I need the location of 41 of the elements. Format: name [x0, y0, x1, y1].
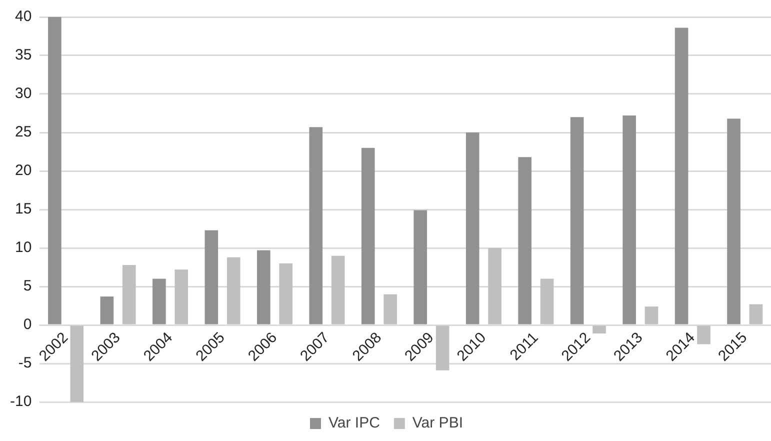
bar	[570, 117, 584, 324]
bar	[540, 278, 554, 324]
y-tick-label: 35	[14, 46, 32, 64]
bar	[644, 306, 658, 324]
y-tick-label: -10	[10, 393, 32, 410]
bar	[466, 132, 480, 324]
y-tick-label: 40	[14, 8, 32, 26]
bar	[122, 264, 136, 324]
bar	[414, 210, 428, 324]
y-tick-label: 15	[14, 200, 32, 218]
bar	[518, 157, 532, 324]
bar	[727, 118, 740, 324]
y-tick-label: -5	[18, 354, 32, 372]
bar	[100, 296, 114, 324]
legend-label: Var PBI	[412, 414, 463, 432]
bar	[279, 263, 293, 324]
bar	[361, 148, 375, 324]
bar	[488, 248, 502, 324]
bar	[152, 278, 166, 324]
y-tick-label: 0	[23, 316, 32, 334]
legend-label: Var IPC	[328, 414, 380, 432]
bar	[436, 326, 450, 370]
y-tick-label: 10	[14, 239, 32, 256]
y-tick-label: 30	[14, 85, 32, 102]
bar	[674, 28, 688, 324]
bar	[622, 116, 636, 324]
bar	[256, 250, 270, 324]
y-tick-label: 20	[14, 162, 32, 180]
bar	[174, 270, 188, 324]
bar	[70, 326, 84, 402]
bar	[226, 257, 240, 324]
bar	[592, 326, 606, 334]
bar	[697, 326, 710, 344]
y-tick-label: 25	[14, 124, 32, 141]
bar	[309, 127, 323, 324]
bar	[384, 294, 397, 324]
bar	[749, 304, 763, 324]
bar	[331, 256, 345, 324]
bar	[48, 17, 62, 324]
y-tick-label: 5	[23, 278, 32, 295]
bar	[204, 230, 218, 324]
